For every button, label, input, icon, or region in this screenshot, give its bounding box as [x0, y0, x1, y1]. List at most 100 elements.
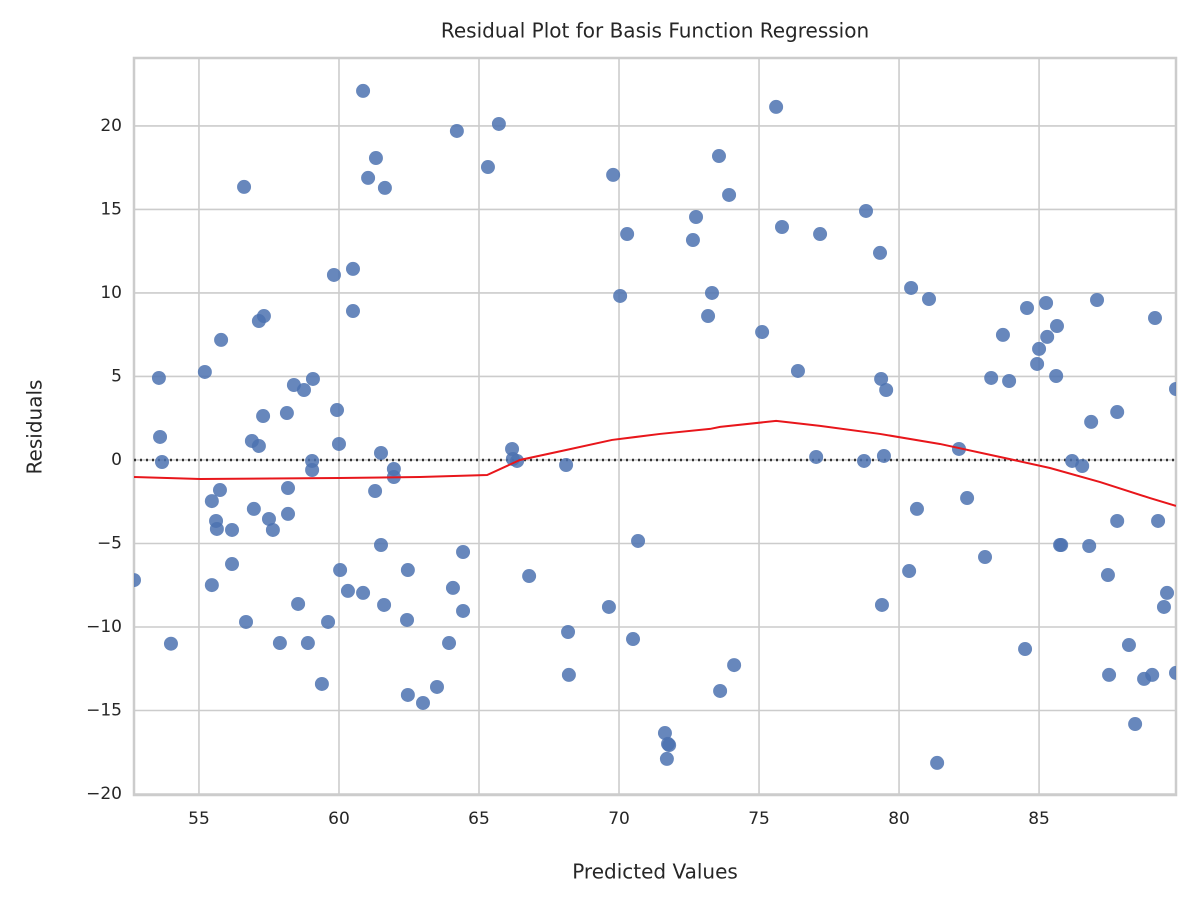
point	[251, 438, 266, 453]
x-tick-label: 70	[608, 809, 630, 829]
point	[1082, 538, 1097, 553]
point	[326, 267, 341, 282]
point	[1147, 311, 1162, 326]
point	[333, 563, 348, 578]
x-tick-label: 55	[188, 809, 210, 829]
point	[373, 445, 388, 460]
point	[1100, 568, 1115, 583]
point	[859, 203, 874, 218]
point	[281, 506, 296, 521]
y-tick-label: 20	[100, 116, 122, 136]
point	[151, 370, 166, 385]
point	[904, 280, 919, 295]
x-tick-label: 60	[328, 809, 350, 829]
point	[774, 220, 789, 235]
point	[813, 227, 828, 242]
point	[356, 585, 371, 600]
point	[1020, 301, 1035, 316]
point	[197, 364, 212, 379]
point	[857, 453, 872, 468]
point	[449, 123, 464, 138]
y-tick-label: −10	[86, 617, 122, 637]
point	[305, 371, 320, 386]
point	[522, 569, 537, 584]
y-tick-label: 10	[100, 283, 122, 303]
point	[960, 491, 975, 506]
point	[1002, 373, 1017, 388]
point	[755, 325, 770, 340]
point	[340, 583, 355, 598]
point	[429, 679, 444, 694]
point	[368, 484, 383, 499]
point	[1121, 638, 1136, 653]
point	[400, 687, 415, 702]
point	[1039, 295, 1054, 310]
point	[237, 179, 252, 194]
point	[279, 406, 294, 421]
point	[809, 449, 824, 464]
point	[561, 667, 576, 682]
point	[291, 596, 306, 611]
point	[1156, 599, 1171, 614]
point	[909, 501, 924, 516]
point	[727, 658, 742, 673]
fit-line	[134, 419, 1176, 507]
point	[368, 151, 383, 166]
point	[559, 457, 574, 472]
point	[1110, 405, 1125, 420]
point	[978, 550, 993, 565]
point	[984, 370, 999, 385]
point	[701, 309, 716, 324]
x-tick-label: 85	[1028, 809, 1050, 829]
point	[704, 285, 719, 300]
point	[331, 436, 346, 451]
point	[377, 597, 392, 612]
point	[613, 288, 628, 303]
point	[689, 209, 704, 224]
point	[657, 726, 672, 741]
point	[790, 363, 805, 378]
point	[345, 304, 360, 319]
x-tick-label: 65	[468, 809, 490, 829]
point	[377, 180, 392, 195]
x-axis-label: Predicted Values	[572, 860, 738, 884]
point	[930, 755, 945, 770]
point	[685, 233, 700, 248]
point	[1018, 642, 1033, 657]
point	[1110, 513, 1125, 528]
point	[415, 695, 430, 710]
point	[281, 481, 296, 496]
point	[659, 751, 674, 766]
point	[163, 636, 178, 651]
point	[601, 599, 616, 614]
point	[769, 99, 784, 114]
point	[246, 501, 261, 516]
point	[722, 187, 737, 202]
point	[1075, 458, 1090, 473]
point	[445, 580, 460, 595]
point	[209, 521, 224, 536]
point	[296, 383, 311, 398]
point	[662, 738, 677, 753]
point	[400, 563, 415, 578]
point	[356, 83, 371, 98]
point	[873, 245, 888, 260]
y-tick-label: 15	[100, 199, 122, 219]
point	[1145, 667, 1160, 682]
point	[400, 612, 415, 627]
point	[874, 371, 889, 386]
point	[321, 614, 336, 629]
y-tick-label: −20	[86, 784, 122, 804]
point	[134, 573, 141, 588]
point	[874, 597, 889, 612]
point	[561, 625, 576, 640]
point	[1049, 368, 1064, 383]
point	[153, 429, 168, 444]
point	[1040, 329, 1055, 344]
point	[1169, 665, 1176, 680]
point	[1084, 414, 1099, 429]
point	[606, 167, 621, 182]
point	[922, 291, 937, 306]
y-tick-label: −15	[86, 700, 122, 720]
